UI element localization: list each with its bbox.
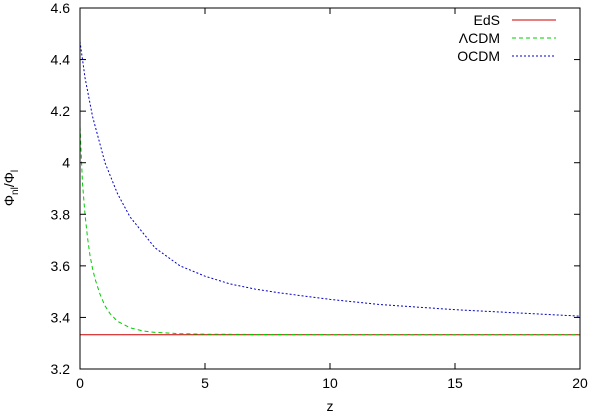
series-line-cdm (79, 126, 580, 336)
y-axis-label-main-sub: nl (10, 187, 21, 195)
y-axis-label: Φnl/Φl (1, 170, 21, 206)
y-tick-label: 3.2 (51, 361, 71, 377)
legend-label: OCDM (457, 48, 500, 64)
y-tick-label: 4.6 (51, 0, 71, 16)
y-tick-label: 4.2 (51, 103, 71, 119)
legend-label: ΛCDM (459, 30, 500, 46)
tick-labels: 0 5 10 15 20 3.2 3.4 3.6 3.8 4 4.2 4.4 4.6 (51, 0, 588, 391)
x-tick-label: 5 (201, 375, 209, 391)
y-axis-label-sep: /Φ (1, 172, 17, 187)
legend-label: EdS (474, 12, 500, 28)
x-tick-label: 10 (322, 375, 338, 391)
x-tick-label: 0 (76, 375, 84, 391)
series-line-ocdm (79, 41, 581, 317)
x-tick-label: 20 (572, 375, 588, 391)
y-tick-label: 3.4 (51, 309, 71, 325)
y-tick-label: 3.6 (51, 258, 71, 274)
y-tick-label: 4 (62, 155, 70, 171)
y-axis-label-main: Φ (1, 195, 17, 206)
x-axis-label: z (327, 398, 334, 414)
x-tick-label: 15 (447, 375, 463, 391)
y-tick-label: 3.8 (51, 206, 71, 222)
y-axis-label-sep-sub: l (10, 170, 21, 172)
legend: EdS ΛCDM OCDM (457, 12, 556, 64)
y-tick-label: 4.4 (51, 52, 71, 68)
plot-lines (79, 41, 581, 336)
axis-ticks (79, 7, 581, 370)
